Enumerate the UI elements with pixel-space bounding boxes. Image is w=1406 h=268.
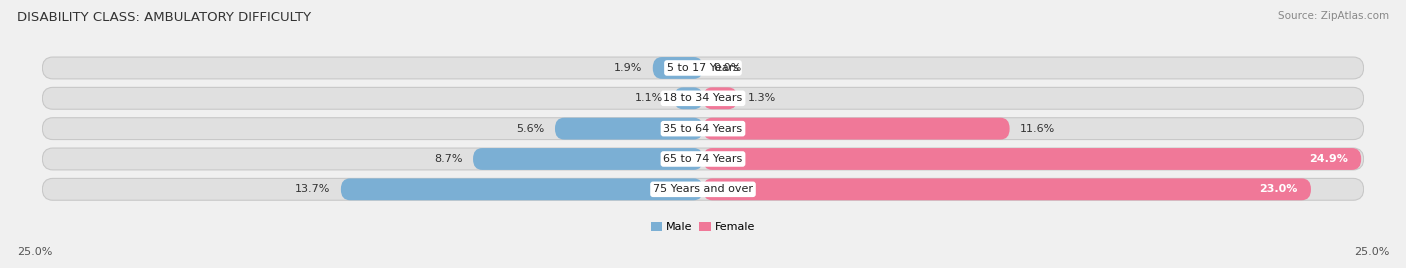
FancyBboxPatch shape	[472, 148, 703, 170]
Text: 23.0%: 23.0%	[1260, 184, 1298, 194]
Text: 65 to 74 Years: 65 to 74 Years	[664, 154, 742, 164]
Text: 5 to 17 Years: 5 to 17 Years	[666, 63, 740, 73]
Text: 18 to 34 Years: 18 to 34 Years	[664, 93, 742, 103]
Text: 35 to 64 Years: 35 to 64 Years	[664, 124, 742, 134]
FancyBboxPatch shape	[42, 87, 1364, 109]
Text: 24.9%: 24.9%	[1309, 154, 1348, 164]
Text: 1.9%: 1.9%	[614, 63, 643, 73]
Text: Source: ZipAtlas.com: Source: ZipAtlas.com	[1278, 11, 1389, 21]
Text: 11.6%: 11.6%	[1021, 124, 1056, 134]
Text: 8.7%: 8.7%	[434, 154, 463, 164]
Text: 13.7%: 13.7%	[295, 184, 330, 194]
FancyBboxPatch shape	[555, 118, 703, 140]
FancyBboxPatch shape	[703, 87, 737, 109]
FancyBboxPatch shape	[703, 178, 1310, 200]
FancyBboxPatch shape	[703, 118, 1010, 140]
Text: DISABILITY CLASS: AMBULATORY DIFFICULTY: DISABILITY CLASS: AMBULATORY DIFFICULTY	[17, 11, 311, 24]
FancyBboxPatch shape	[652, 57, 703, 79]
FancyBboxPatch shape	[703, 148, 1361, 170]
FancyBboxPatch shape	[340, 178, 703, 200]
Legend: Male, Female: Male, Female	[651, 222, 755, 232]
Text: 5.6%: 5.6%	[516, 124, 544, 134]
Text: 75 Years and over: 75 Years and over	[652, 184, 754, 194]
Text: 25.0%: 25.0%	[17, 247, 52, 257]
FancyBboxPatch shape	[673, 87, 703, 109]
FancyBboxPatch shape	[42, 57, 1364, 79]
Text: 1.3%: 1.3%	[748, 93, 776, 103]
Text: 1.1%: 1.1%	[636, 93, 664, 103]
FancyBboxPatch shape	[42, 178, 1364, 200]
FancyBboxPatch shape	[42, 118, 1364, 140]
Text: 0.0%: 0.0%	[714, 63, 742, 73]
Text: 25.0%: 25.0%	[1354, 247, 1389, 257]
FancyBboxPatch shape	[42, 148, 1364, 170]
